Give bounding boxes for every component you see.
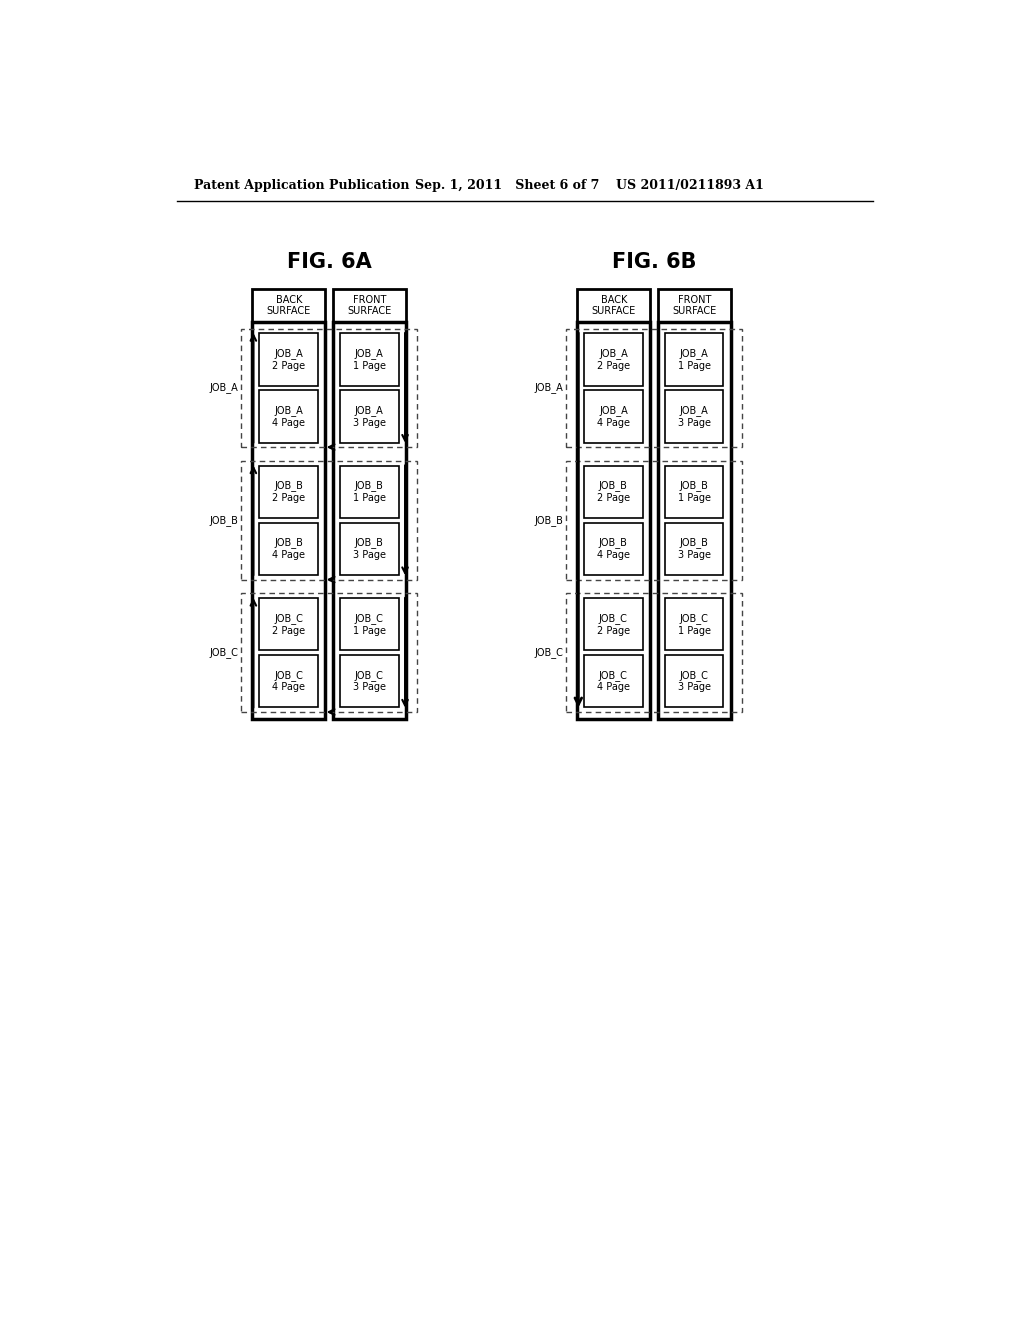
Bar: [566, 461, 742, 579]
Text: JOB_B
2 Page: JOB_B 2 Page: [597, 480, 630, 503]
Text: JOB_A
4 Page: JOB_A 4 Page: [597, 405, 630, 428]
Bar: [333, 322, 407, 719]
Bar: [566, 329, 742, 447]
Text: FRONT
SURFACE: FRONT SURFACE: [347, 294, 392, 317]
Text: JOB_B
3 Page: JOB_B 3 Page: [352, 537, 386, 560]
Text: JOB_A
2 Page: JOB_A 2 Page: [271, 348, 305, 371]
Bar: [340, 466, 398, 517]
Bar: [658, 322, 731, 719]
Bar: [578, 289, 650, 322]
Text: JOB_C
3 Page: JOB_C 3 Page: [678, 671, 711, 693]
Text: Patent Application Publication: Patent Application Publication: [194, 178, 410, 191]
Text: JOB_C
1 Page: JOB_C 1 Page: [678, 612, 711, 635]
Text: FIG. 6B: FIG. 6B: [612, 252, 696, 272]
Text: JOB_C
2 Page: JOB_C 2 Page: [271, 612, 305, 635]
Text: JOB_B
4 Page: JOB_B 4 Page: [272, 537, 305, 560]
Bar: [340, 655, 398, 708]
Text: Sep. 1, 2011   Sheet 6 of 7: Sep. 1, 2011 Sheet 6 of 7: [416, 178, 600, 191]
Text: JOB_C: JOB_C: [535, 647, 563, 659]
Bar: [584, 598, 643, 651]
Text: JOB_B
2 Page: JOB_B 2 Page: [271, 480, 305, 503]
Bar: [242, 461, 417, 579]
Text: JOB_B
1 Page: JOB_B 1 Page: [352, 480, 386, 503]
Bar: [242, 594, 417, 711]
Bar: [665, 391, 724, 442]
Text: FIG. 6A: FIG. 6A: [287, 252, 372, 272]
Text: JOB_B
4 Page: JOB_B 4 Page: [597, 537, 630, 560]
Bar: [259, 655, 317, 708]
Text: JOB_A
4 Page: JOB_A 4 Page: [272, 405, 305, 428]
Bar: [252, 322, 326, 719]
Text: JOB_C
2 Page: JOB_C 2 Page: [597, 612, 630, 635]
Bar: [566, 594, 742, 711]
Bar: [665, 655, 724, 708]
Text: JOB_B
1 Page: JOB_B 1 Page: [678, 480, 711, 503]
Text: JOB_A: JOB_A: [210, 383, 239, 393]
Bar: [658, 289, 731, 322]
Bar: [242, 329, 417, 447]
Bar: [578, 322, 650, 719]
Text: JOB_A: JOB_A: [535, 383, 563, 393]
Text: BACK
SURFACE: BACK SURFACE: [592, 294, 636, 317]
Bar: [584, 523, 643, 576]
Bar: [259, 333, 317, 385]
Bar: [340, 598, 398, 651]
Bar: [584, 391, 643, 442]
Bar: [665, 333, 724, 385]
Bar: [259, 466, 317, 517]
Text: FRONT
SURFACE: FRONT SURFACE: [673, 294, 717, 317]
Bar: [259, 598, 317, 651]
Bar: [252, 289, 326, 322]
Text: JOB_C
1 Page: JOB_C 1 Page: [352, 612, 386, 635]
Text: JOB_C: JOB_C: [210, 647, 239, 659]
Text: JOB_A
3 Page: JOB_A 3 Page: [352, 405, 386, 428]
Text: BACK
SURFACE: BACK SURFACE: [266, 294, 311, 317]
Bar: [665, 523, 724, 576]
Bar: [665, 466, 724, 517]
Bar: [259, 523, 317, 576]
Bar: [584, 466, 643, 517]
Text: JOB_A
2 Page: JOB_A 2 Page: [597, 348, 630, 371]
Bar: [340, 333, 398, 385]
Text: US 2011/0211893 A1: US 2011/0211893 A1: [615, 178, 764, 191]
Text: JOB_C
4 Page: JOB_C 4 Page: [597, 671, 630, 693]
Text: JOB_B: JOB_B: [535, 515, 563, 525]
Text: JOB_A
3 Page: JOB_A 3 Page: [678, 405, 711, 428]
Text: JOB_A
1 Page: JOB_A 1 Page: [352, 348, 386, 371]
Bar: [665, 598, 724, 651]
Bar: [333, 289, 407, 322]
Text: JOB_A
1 Page: JOB_A 1 Page: [678, 348, 711, 371]
Bar: [340, 391, 398, 442]
Bar: [584, 333, 643, 385]
Bar: [259, 391, 317, 442]
Bar: [340, 523, 398, 576]
Text: JOB_C
3 Page: JOB_C 3 Page: [352, 671, 386, 693]
Text: JOB_C
4 Page: JOB_C 4 Page: [272, 671, 305, 693]
Text: JOB_B: JOB_B: [210, 515, 239, 525]
Text: JOB_B
3 Page: JOB_B 3 Page: [678, 537, 711, 560]
Bar: [584, 655, 643, 708]
